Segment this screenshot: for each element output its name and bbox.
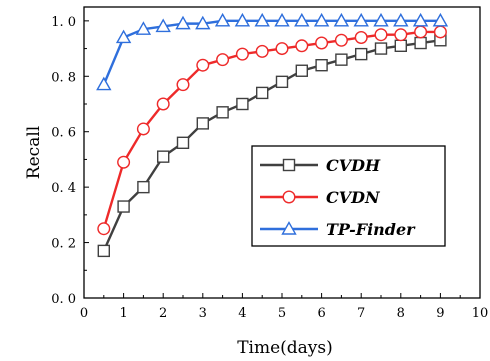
data-point-cvdn: [414, 25, 428, 39]
data-point-tp-finder: [254, 12, 270, 27]
data-point-cvdh: [275, 75, 289, 89]
data-point-cvdn: [374, 28, 388, 42]
data-point-cvdn: [354, 30, 368, 44]
axis-ticks: 0 1 2 3 4 5 6 7 8 9 10 0. 0 0. 2 0. 4 0. 6 0. 8 1. 0: [51, 15, 488, 321]
data-point-cvdh: [117, 200, 130, 213]
data-point-tp-finder: [135, 21, 152, 35]
series-tp-finder: [96, 12, 449, 91]
data-point-cvdn: [216, 53, 230, 67]
x-tick-label: 8: [397, 306, 405, 321]
series-layer: [96, 12, 449, 258]
legend-marker-tp-finder: [281, 221, 297, 235]
data-point-cvdh: [196, 117, 210, 130]
data-point-tp-finder: [373, 12, 389, 27]
data-point-tp-finder: [432, 12, 449, 27]
data-point-tp-finder: [333, 12, 350, 27]
x-tick-label: 10: [472, 306, 489, 321]
data-point-tp-finder: [274, 12, 290, 27]
data-point-tp-finder: [155, 18, 171, 33]
data-point-cvdh: [156, 150, 170, 163]
data-point-cvdh: [97, 244, 111, 258]
data-point-cvdn: [433, 25, 447, 39]
y-tick-label: 0. 6: [51, 126, 76, 141]
y-tick-label: 0. 2: [51, 237, 76, 252]
data-point-cvdh: [414, 36, 427, 50]
x-tick-label: 1: [119, 306, 127, 321]
x-tick-label: 0: [80, 306, 88, 321]
x-tick-label: 6: [317, 306, 325, 321]
x-tick-label: 9: [436, 306, 444, 321]
data-point-cvdh: [176, 136, 190, 150]
data-point-cvdn: [176, 78, 190, 92]
data-point-tp-finder: [214, 12, 231, 27]
x-tick-label: 5: [278, 306, 286, 321]
y-tick-label: 0. 8: [51, 70, 76, 85]
y-tick-label: 0. 4: [51, 181, 76, 196]
data-point-cvdh: [236, 97, 249, 111]
y-axis-title: Recall: [24, 126, 44, 179]
data-point-cvdn: [295, 39, 309, 53]
data-point-cvdh: [137, 180, 150, 194]
data-point-cvdh: [374, 42, 388, 55]
data-point-cvdn: [117, 155, 131, 169]
data-point-cvdh: [394, 39, 407, 52]
data-point-cvdn: [255, 44, 269, 58]
data-point-cvdh: [295, 64, 308, 77]
y-tick-label: 0. 0: [51, 292, 76, 307]
legend-label-cvdn: CVDN: [326, 188, 381, 207]
data-point-cvdh: [256, 86, 269, 100]
x-axis-title: Time(days): [237, 338, 333, 358]
data-point-cvdn: [97, 222, 111, 236]
x-tick-label: 3: [199, 306, 207, 321]
data-point-tp-finder: [353, 12, 369, 27]
legend-marker-cvdh: [282, 158, 296, 172]
data-point-tp-finder: [393, 12, 409, 27]
legend-label-tp-finder: TP-Finder: [326, 220, 416, 239]
data-point-tp-finder: [294, 12, 310, 27]
data-point-cvdh: [335, 53, 348, 66]
data-point-tp-finder: [313, 12, 330, 27]
series-cvdh: [97, 34, 447, 258]
data-point-cvdh: [216, 106, 229, 119]
data-point-cvdn: [235, 47, 249, 61]
data-point-tp-finder: [175, 15, 191, 30]
data-point-cvdn: [136, 122, 150, 136]
data-point-cvdn: [334, 33, 348, 47]
data-point-cvdn: [156, 97, 170, 111]
x-tick-label: 4: [238, 306, 246, 321]
data-point-cvdh: [315, 59, 328, 72]
y-tick-label: 1. 0: [51, 15, 76, 30]
legend-marker-cvdn: [282, 190, 296, 204]
legend: CVDH CVDN TP-Finder: [251, 145, 446, 247]
legend-label-cvdh: CVDH: [326, 156, 381, 175]
x-tick-label: 2: [159, 306, 167, 321]
data-point-cvdh: [355, 47, 368, 61]
x-tick-label: 7: [357, 306, 365, 321]
data-point-cvdn: [196, 58, 210, 72]
data-point-cvdn: [275, 42, 289, 56]
data-point-tp-finder: [412, 12, 429, 27]
data-point-cvdn: [315, 36, 329, 50]
series-line-tp-finder: [102, 19, 441, 86]
data-point-tp-finder: [96, 76, 112, 91]
data-point-cvdn: [394, 28, 408, 42]
data-point-tp-finder: [234, 12, 251, 27]
data-point-tp-finder: [115, 29, 132, 44]
data-point-tp-finder: [195, 15, 211, 30]
series-cvdn: [97, 25, 447, 236]
